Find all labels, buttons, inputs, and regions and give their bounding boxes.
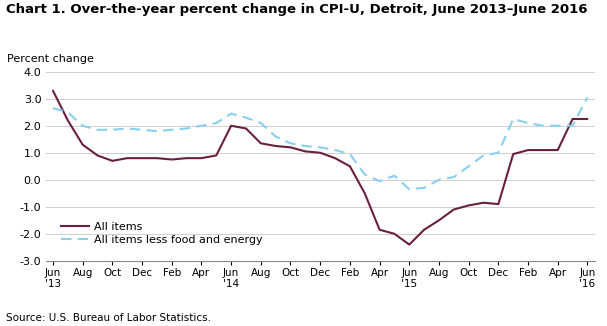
- Text: Source: U.S. Bureau of Labor Statistics.: Source: U.S. Bureau of Labor Statistics.: [6, 313, 211, 323]
- Text: Chart 1. Over-the-year percent change in CPI-U, Detroit, June 2013–June 2016: Chart 1. Over-the-year percent change in…: [6, 3, 588, 16]
- Legend: All items, All items less food and energy: All items, All items less food and energ…: [56, 217, 268, 250]
- Text: Percent change: Percent change: [7, 54, 94, 64]
